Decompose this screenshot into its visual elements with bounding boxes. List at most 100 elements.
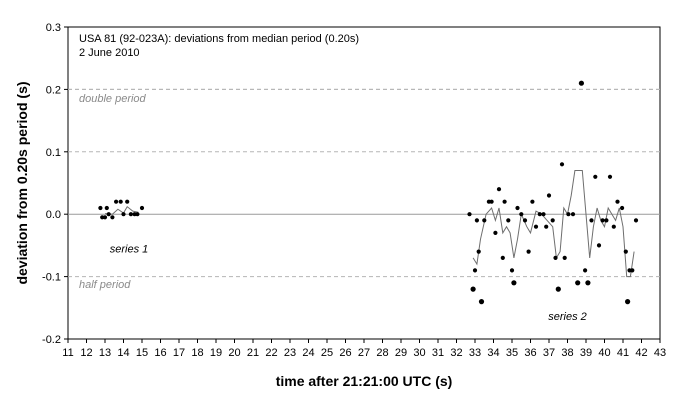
y-axis-ticks: -0.2 -0.1 0.0 0.1 0.2 0.3	[42, 22, 68, 346]
x-tick-label-13: 13	[99, 347, 111, 359]
x-tick-label-36: 36	[524, 347, 536, 359]
series-1-point-11	[128, 212, 133, 217]
series-2-point-4	[474, 218, 479, 223]
series-2-point-47	[623, 249, 628, 254]
x-tick-label-33: 33	[469, 347, 481, 359]
series-1-label: series 1	[110, 244, 149, 256]
x-tick-label-38: 38	[561, 347, 573, 359]
x-axis-ticks: 11 12 13 14 15 16 17 18 19 20 21 22 23 24 25 26 27 28 29 30…	[62, 339, 666, 359]
series-2-point-32	[566, 212, 571, 217]
series-2-point-19	[522, 218, 528, 223]
half-period-label: half period	[79, 279, 131, 291]
y-tick-label-1: -0.2	[42, 334, 61, 346]
y-tick-label-5: 0.2	[46, 84, 61, 96]
series-2-point-50	[630, 268, 635, 273]
x-tick-label-32: 32	[450, 347, 462, 359]
series-2-point-51	[633, 218, 639, 223]
x-tick-label-42: 42	[635, 347, 647, 359]
x-tick-label-26: 26	[339, 347, 351, 359]
chart-title: USA 81 (92-023A): deviations from median…	[79, 33, 359, 45]
x-tick-label-12: 12	[80, 347, 92, 359]
series-1-point-7	[114, 199, 119, 204]
series-1-point-10	[125, 199, 130, 204]
x-tick-label-37: 37	[543, 347, 555, 359]
series-2-average-line	[472, 170, 635, 278]
x-axis-title: time after 21:21:00 UTC (s)	[276, 373, 453, 389]
x-tick-label-17: 17	[173, 347, 185, 359]
series-2-point-45	[615, 199, 620, 204]
series-2-point-38	[589, 218, 594, 223]
x-tick-label-19: 19	[210, 347, 222, 359]
series-2-point-44	[611, 224, 616, 229]
series-2-point-21	[530, 199, 535, 204]
x-tick-label-15: 15	[136, 347, 148, 359]
x-tick-label-31: 31	[432, 347, 444, 359]
series-2-point-23	[537, 212, 542, 217]
series-2-point-25	[544, 224, 549, 229]
series-2-point-22	[533, 224, 539, 229]
series-2-point-17	[515, 205, 520, 211]
x-tick-label-30: 30	[413, 347, 425, 359]
series-2-point-9	[489, 199, 494, 204]
series-2-label: series 2	[548, 311, 587, 323]
series-1-point-4	[104, 205, 109, 211]
series-1-point-1	[98, 205, 103, 211]
x-tick-label-20: 20	[228, 347, 240, 359]
x-tick-label-27: 27	[358, 347, 370, 359]
y-axis-title: deviation from 0.20s period (s)	[14, 81, 30, 284]
x-tick-label-34: 34	[487, 347, 499, 359]
series-2-point-13	[502, 199, 507, 204]
series-2-point-18	[519, 212, 524, 217]
x-tick-label-22: 22	[265, 347, 277, 359]
series-2-point-35	[578, 80, 585, 86]
x-tick-label-29: 29	[395, 347, 407, 359]
chart-subtitle: 2 June 2010	[79, 47, 140, 59]
x-tick-label-21: 21	[247, 347, 259, 359]
y-tick-label-2: -0.1	[42, 272, 61, 284]
y-tick-label-3: 0.0	[46, 209, 61, 221]
x-tick-label-39: 39	[580, 347, 592, 359]
series-2-point-1	[467, 212, 472, 217]
x-tick-label-18: 18	[191, 347, 203, 359]
y-tick-label-4: 0.1	[46, 147, 61, 159]
series-2-point-7	[482, 218, 487, 223]
series-2-point-10	[493, 230, 498, 235]
series-2-point-6	[478, 299, 485, 305]
series-1-point-9	[121, 212, 126, 217]
double-period-label: double period	[79, 93, 147, 105]
series-2-point-16	[511, 280, 517, 286]
series-1-point-6	[110, 215, 115, 220]
series-2-point-34	[575, 280, 581, 286]
series-2-point-2	[470, 286, 476, 292]
x-tick-label-11: 11	[62, 347, 73, 359]
series-2-point-46	[620, 205, 625, 211]
x-tick-label-14: 14	[117, 347, 129, 359]
series-2-point-41	[600, 218, 605, 223]
series-1-point-3	[102, 215, 108, 220]
series-2-point-24	[541, 212, 546, 217]
x-tick-label-40: 40	[598, 347, 610, 359]
x-tick-label-16: 16	[154, 347, 166, 359]
series-2-point-37	[585, 280, 591, 286]
series-2-point-39	[593, 174, 598, 179]
series-2-point-12	[500, 255, 505, 260]
series-2-point-28	[553, 255, 558, 260]
series-1-point-8	[118, 199, 123, 204]
series-2-point-40	[596, 243, 602, 248]
series-2-point-43	[607, 174, 613, 179]
series-2-point-11	[496, 187, 502, 192]
series-2-point-33	[570, 212, 576, 217]
series-2-point-29	[555, 286, 561, 292]
x-tick-label-23: 23	[284, 347, 296, 359]
series-2-point-30	[559, 162, 565, 167]
series-2-point-36	[583, 268, 588, 273]
series-2-point-31	[562, 255, 567, 260]
series-2-point-26	[546, 193, 552, 198]
x-tick-label-43: 43	[654, 347, 666, 359]
series-2-point-15	[509, 268, 515, 273]
series-1-point-14	[139, 205, 145, 211]
data-points	[98, 80, 639, 305]
series-2-point-5	[476, 249, 481, 254]
x-tick-label-35: 35	[506, 347, 518, 359]
